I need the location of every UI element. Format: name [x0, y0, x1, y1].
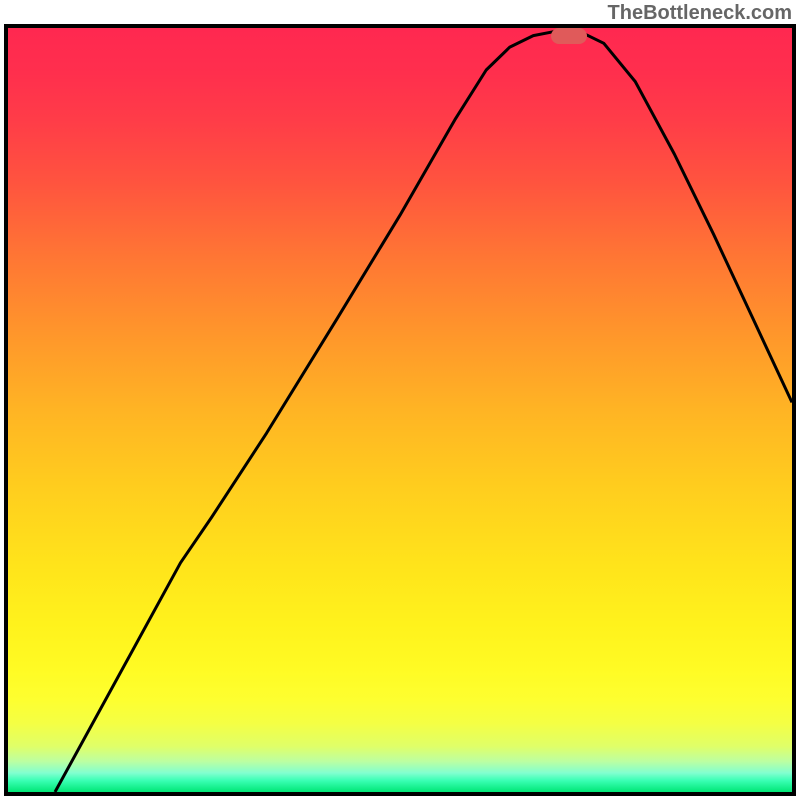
- optimal-marker: [551, 28, 587, 44]
- chart-frame: [4, 24, 796, 796]
- watermark-text: TheBottleneck.com: [608, 2, 792, 25]
- bottleneck-curve: [8, 28, 792, 792]
